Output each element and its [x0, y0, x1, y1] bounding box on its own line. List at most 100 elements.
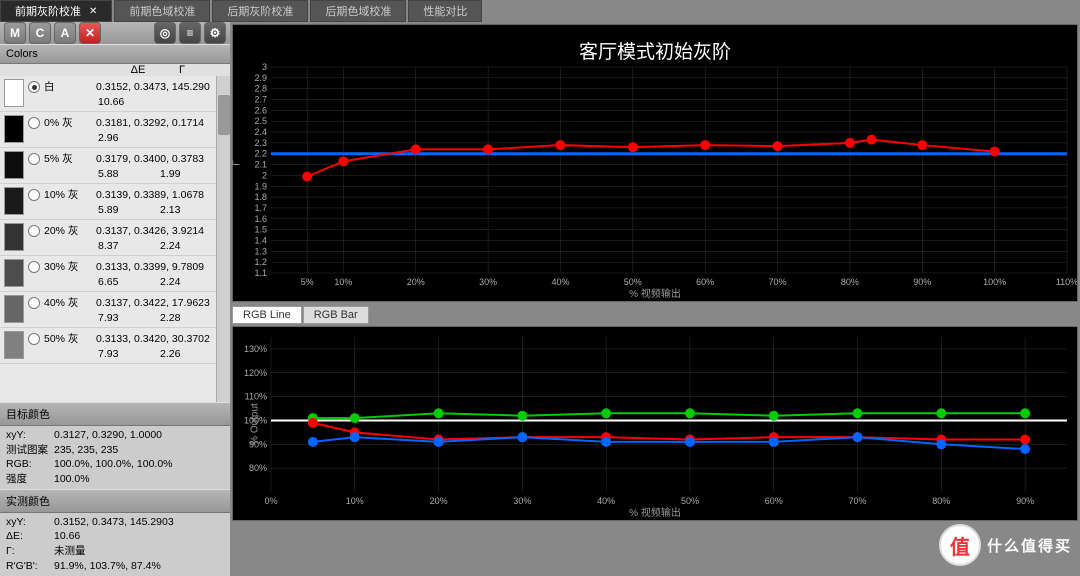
tab[interactable]: 后期灰阶校准 — [212, 0, 308, 22]
tab[interactable]: 前期灰阶校准✕ — [0, 0, 112, 22]
target-color-header: 目标颜色 — [0, 402, 230, 426]
measured-color-info: xyY:0.3152, 0.3473, 145.2903ΔE:10.66Γ:未测… — [0, 513, 230, 576]
swatch — [4, 259, 24, 287]
svg-text:2.9: 2.9 — [254, 73, 267, 83]
gear-icon[interactable]: ⚙ — [204, 22, 226, 44]
swatch — [4, 151, 24, 179]
m-button[interactable]: M — [4, 22, 26, 44]
toolbar: M C A ✕ ◎ ≡ ⚙ — [0, 22, 230, 44]
swatch — [4, 115, 24, 143]
y-axis-label: Γ — [231, 160, 242, 166]
svg-text:30%: 30% — [513, 496, 531, 506]
svg-text:10%: 10% — [334, 277, 352, 287]
svg-text:1.9: 1.9 — [254, 181, 267, 191]
svg-text:1.4: 1.4 — [254, 235, 267, 245]
svg-text:80%: 80% — [841, 277, 859, 287]
svg-text:90%: 90% — [913, 277, 931, 287]
radio[interactable] — [28, 153, 40, 165]
svg-text:80%: 80% — [932, 496, 950, 506]
color-list: 白0.3152, 0.3473, 145.290 10.66 0% 灰0.318… — [0, 76, 230, 402]
svg-text:60%: 60% — [765, 496, 783, 506]
list-icon[interactable]: ≡ — [179, 22, 201, 44]
svg-text:2.2: 2.2 — [254, 149, 267, 159]
scroll-thumb[interactable] — [218, 95, 230, 135]
radio[interactable] — [28, 225, 40, 237]
svg-text:110%: 110% — [245, 392, 267, 402]
target-color-info: xyY:0.3127, 0.3290, 1.0000测试图案235, 235, … — [0, 426, 230, 489]
radio[interactable] — [28, 333, 40, 345]
watermark-text: 什么值得买 — [987, 535, 1072, 556]
x-axis-label: % 视频输出 — [629, 285, 681, 300]
svg-text:1.5: 1.5 — [254, 225, 267, 235]
tab[interactable]: 后期色域校准 — [310, 0, 406, 22]
radio[interactable] — [28, 81, 40, 93]
left-panel: M C A ✕ ◎ ≡ ⚙ Colors ΔE Γ 白0.3152, 0.347… — [0, 22, 230, 571]
rgb-chart: 80%90%100%110%120%130%0%10%20%30%40%50%6… — [232, 326, 1078, 521]
svg-text:1.7: 1.7 — [254, 203, 267, 213]
scrollbar[interactable] — [216, 76, 230, 402]
color-row[interactable]: 20% 灰0.3137, 0.3426, 3.9214 8.372.24 — [0, 220, 230, 256]
svg-text:5%: 5% — [301, 277, 314, 287]
svg-text:1.2: 1.2 — [254, 257, 267, 267]
color-row[interactable]: 30% 灰0.3133, 0.3399, 9.7809 6.652.24 — [0, 256, 230, 292]
svg-text:0%: 0% — [264, 496, 277, 506]
svg-text:130%: 130% — [244, 344, 267, 354]
svg-text:2.7: 2.7 — [254, 95, 267, 105]
camera-icon[interactable]: ◎ — [154, 22, 176, 44]
svg-text:2.4: 2.4 — [254, 127, 267, 137]
svg-text:80%: 80% — [249, 463, 267, 473]
svg-text:2: 2 — [262, 170, 267, 180]
svg-text:90%: 90% — [1016, 496, 1034, 506]
svg-text:1.6: 1.6 — [254, 214, 267, 224]
column-headers: ΔE Γ — [0, 64, 230, 76]
chart-title: 客厅模式初始灰阶 — [579, 37, 731, 64]
svg-text:100%: 100% — [983, 277, 1006, 287]
color-row[interactable]: 0% 灰0.3181, 0.3292, 0.1714 2.96 — [0, 112, 230, 148]
watermark-icon: 值 — [939, 524, 981, 566]
color-row[interactable]: 5% 灰0.3179, 0.3400, 0.3783 5.881.99 — [0, 148, 230, 184]
color-row[interactable]: 白0.3152, 0.3473, 145.290 10.66 — [0, 76, 230, 112]
svg-text:20%: 20% — [407, 277, 425, 287]
close-icon[interactable]: ✕ — [89, 6, 97, 17]
svg-text:2.8: 2.8 — [254, 84, 267, 94]
right-panel: 1.11.21.31.41.51.61.71.81.922.12.22.32.4… — [230, 22, 1080, 571]
a-button[interactable]: A — [54, 22, 76, 44]
svg-text:2.3: 2.3 — [254, 138, 267, 148]
radio[interactable] — [28, 117, 40, 129]
color-row[interactable]: 10% 灰0.3139, 0.3389, 1.0678 5.892.13 — [0, 184, 230, 220]
svg-text:120%: 120% — [244, 368, 267, 378]
svg-text:1.8: 1.8 — [254, 192, 267, 202]
svg-text:2.1: 2.1 — [254, 160, 267, 170]
color-row[interactable]: 50% 灰0.3133, 0.3420, 30.3702 7.932.26 — [0, 328, 230, 364]
swatch — [4, 331, 24, 359]
svg-text:70%: 70% — [849, 496, 867, 506]
rgb-tabs: RGB LineRGB Bar — [232, 306, 1078, 324]
radio[interactable] — [28, 261, 40, 273]
swatch — [4, 295, 24, 323]
svg-text:2.6: 2.6 — [254, 105, 267, 115]
svg-text:20%: 20% — [430, 496, 448, 506]
swatch — [4, 223, 24, 251]
gamma-chart: 1.11.21.31.41.51.61.71.81.922.12.22.32.4… — [232, 24, 1078, 302]
svg-text:3: 3 — [262, 62, 267, 72]
svg-text:60%: 60% — [696, 277, 714, 287]
colors-header: Colors — [0, 44, 230, 64]
swatch — [4, 79, 24, 107]
color-row[interactable]: 40% 灰0.3137, 0.3422, 17.9623 7.932.28 — [0, 292, 230, 328]
svg-text:30%: 30% — [479, 277, 497, 287]
rgb-tab[interactable]: RGB Line — [232, 306, 302, 324]
tab[interactable]: 性能对比 — [408, 0, 482, 22]
tab-bar: 前期灰阶校准✕前期色域校准后期灰阶校准后期色域校准性能对比 — [0, 0, 1080, 22]
delete-button[interactable]: ✕ — [79, 22, 101, 44]
svg-text:1.3: 1.3 — [254, 246, 267, 256]
svg-text:110%: 110% — [1056, 277, 1077, 287]
rgb-tab[interactable]: RGB Bar — [303, 306, 369, 324]
c-button[interactable]: C — [29, 22, 51, 44]
svg-text:10%: 10% — [346, 496, 364, 506]
svg-text:70%: 70% — [769, 277, 787, 287]
watermark: 值 什么值得买 — [939, 524, 1072, 566]
radio[interactable] — [28, 189, 40, 201]
y-axis-label: % Output — [249, 403, 260, 445]
radio[interactable] — [28, 297, 40, 309]
tab[interactable]: 前期色域校准 — [114, 0, 210, 22]
